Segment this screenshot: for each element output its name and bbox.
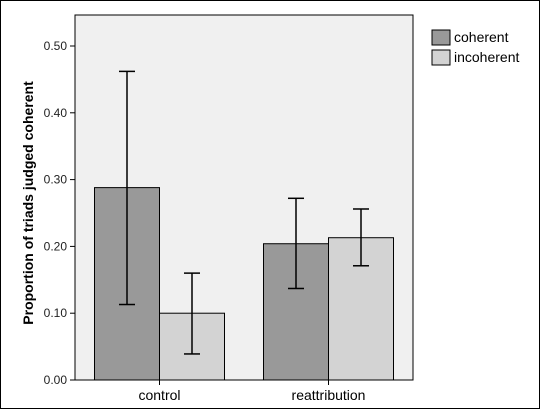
y-tick-label-0.20: 0.20 (44, 239, 68, 253)
x-tick-label-reattribution: reattribution (292, 387, 366, 403)
y-tick-label-0.40: 0.40 (44, 106, 68, 120)
legend-swatch-coherent (431, 29, 451, 46)
y-tick-label-0.00: 0.00 (44, 373, 68, 387)
x-tick-label-control: control (138, 387, 180, 403)
legend-label-incoherent: incoherent (454, 49, 519, 65)
y-tick-label-0.10: 0.10 (44, 306, 68, 320)
legend-swatch-incoherent (431, 49, 451, 66)
y-tick-label-0.50: 0.50 (44, 39, 68, 53)
legend-label-coherent: coherent (454, 29, 509, 45)
y-axis-title: Proportion of triads judged coherent (20, 81, 36, 325)
y-tick-label-0.30: 0.30 (44, 173, 68, 187)
